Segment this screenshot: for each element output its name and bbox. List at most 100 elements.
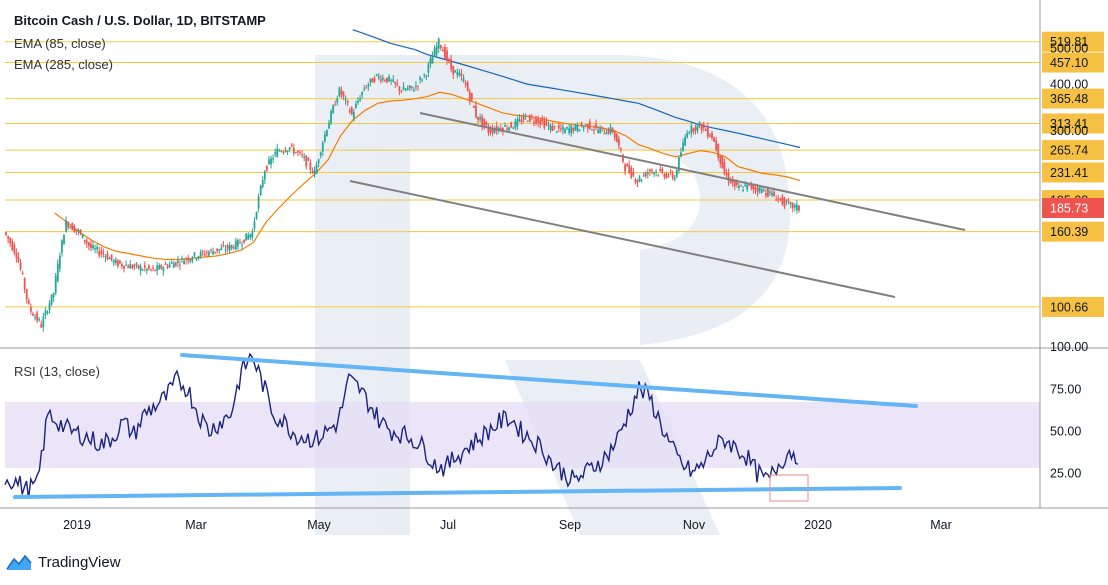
- candle-body: [475, 105, 477, 118]
- bear-candle: [15, 248, 18, 263]
- bull-candle: [114, 256, 117, 266]
- bull-candle: [355, 100, 357, 109]
- candle-body: [497, 127, 500, 130]
- bull-candle: [493, 126, 496, 134]
- candle-body: [166, 265, 169, 268]
- bear-candle: [160, 263, 163, 270]
- bear-candle: [67, 220, 70, 230]
- bull-candle: [456, 68, 459, 79]
- bear-candle: [657, 174, 660, 178]
- candle-body: [429, 58, 432, 65]
- bull-candle: [698, 121, 701, 129]
- price-level-value: 100.66: [1050, 300, 1088, 314]
- candle-body: [452, 65, 455, 75]
- candle-body: [450, 59, 453, 70]
- candle-body: [638, 176, 641, 182]
- time-axis-tick: Jul: [440, 518, 456, 532]
- candle-body: [437, 38, 440, 49]
- bear-candle: [572, 126, 575, 135]
- bull-candle: [317, 158, 320, 168]
- candle-body: [630, 167, 633, 178]
- candle-body: [665, 173, 668, 178]
- bear-candle: [535, 115, 537, 126]
- bull-candle: [646, 168, 649, 179]
- price-levels-layer: [5, 41, 1040, 308]
- candle-body: [551, 125, 554, 131]
- candle-body: [611, 128, 614, 133]
- candle-body: [721, 155, 724, 169]
- candle-body: [388, 76, 390, 82]
- bear-candle: [464, 80, 467, 88]
- bull-candle: [369, 78, 372, 87]
- candle-body: [725, 173, 728, 176]
- bear-candle: [694, 124, 697, 135]
- bear-candle: [226, 243, 229, 253]
- candle-body: [684, 137, 686, 146]
- candle-body: [483, 118, 486, 126]
- bear-candle: [545, 117, 548, 127]
- candle-body: [19, 262, 22, 270]
- candle-body: [574, 124, 577, 130]
- candle-body: [642, 175, 645, 177]
- channel-lower-line[interactable]: [349, 180, 896, 298]
- candle-body: [545, 121, 548, 125]
- candle-body: [96, 246, 99, 250]
- bull-candle: [688, 130, 691, 135]
- candle-body: [740, 185, 742, 187]
- candle-body: [584, 124, 587, 126]
- candle-body: [108, 258, 111, 260]
- bear-candle: [543, 116, 546, 130]
- candle-body: [657, 174, 660, 176]
- bear-candle: [243, 239, 246, 244]
- tradingview-brand[interactable]: TradingView: [6, 553, 121, 571]
- candle-body: [224, 249, 227, 251]
- candle-body: [150, 269, 152, 271]
- rsi-resistance-line[interactable]: [180, 353, 918, 408]
- bull-candle: [257, 193, 260, 213]
- tradingview-logo-icon: [6, 554, 32, 570]
- bull-candle: [605, 128, 608, 135]
- bear-candle: [798, 205, 800, 213]
- bear-candle: [553, 125, 556, 130]
- time-axis-tick: 2019: [63, 518, 91, 532]
- bull-candle: [361, 91, 364, 99]
- rsi-support-line[interactable]: [13, 486, 902, 499]
- candle-body: [402, 86, 405, 91]
- bull-candle: [44, 307, 47, 319]
- bull-candle: [437, 37, 440, 54]
- candle-body: [632, 172, 635, 176]
- candle-body: [711, 132, 713, 138]
- bear-candle: [379, 74, 382, 84]
- candle-body: [769, 191, 771, 193]
- price-level-badge: [1042, 113, 1104, 134]
- candle-body: [752, 184, 755, 190]
- candle-body: [462, 77, 465, 82]
- candle-body: [52, 292, 55, 297]
- candle-body: [321, 142, 324, 152]
- candle-body: [717, 143, 720, 158]
- candle-body: [268, 159, 270, 164]
- candle-body: [110, 254, 113, 260]
- bull-candle: [406, 85, 409, 91]
- bull-candle: [771, 188, 773, 198]
- bear-candle: [613, 130, 616, 142]
- candle-body: [197, 256, 200, 259]
- candle-body: [85, 240, 88, 244]
- candle-body: [549, 125, 552, 131]
- candle-body: [628, 164, 631, 173]
- candle-body: [152, 267, 154, 269]
- bear-candle: [781, 194, 784, 206]
- rsi-highlight-box[interactable]: [769, 474, 809, 502]
- candle-body: [239, 242, 241, 244]
- bull-candle: [156, 262, 159, 276]
- candle-body: [344, 98, 347, 101]
- candle-body: [265, 166, 268, 171]
- candle-body: [332, 105, 335, 114]
- bear-candle: [481, 113, 484, 131]
- candle-body: [305, 155, 308, 167]
- candle-body: [263, 171, 266, 180]
- bear-candle: [23, 277, 26, 294]
- bear-candle: [174, 261, 177, 268]
- candle-body: [489, 129, 492, 133]
- channel-upper-line[interactable]: [419, 112, 966, 231]
